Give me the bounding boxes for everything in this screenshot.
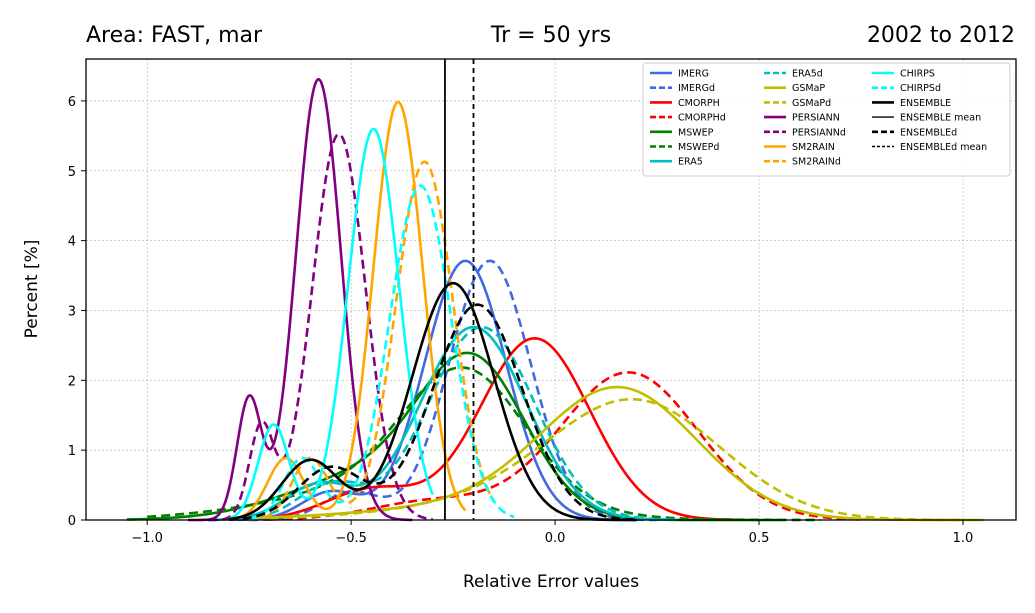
title-center: Tr = 50 yrs [490, 23, 611, 48]
legend-label: GSMaP [792, 83, 825, 94]
legend-label: PERSIANNd [792, 127, 846, 138]
legend-label: MSWEP [678, 127, 714, 138]
legend-label: GSMaPd [792, 98, 831, 109]
y-tick-label: 2 [68, 374, 76, 389]
y-axis-ticks: 0 1 2 3 4 5 6 [68, 95, 86, 529]
series-line-cmorph [269, 337, 739, 522]
legend-label: PERSIANN [792, 113, 840, 124]
series-line-sm2rain [228, 100, 467, 521]
legend-label: ENSEMBLE mean [900, 113, 981, 124]
legend-label: IMERGd [678, 83, 715, 94]
series-line-chirps [228, 127, 434, 520]
y-axis-label: Percent [%] [22, 240, 42, 339]
legend-label: SM2RAIN [792, 142, 835, 153]
x-tick-label: 0.0 [545, 531, 566, 546]
legend-label: ENSEMBLEd mean [900, 142, 987, 153]
legend-label: SM2RAINd [792, 157, 841, 168]
series-line-ensemble [228, 281, 637, 522]
series-line-persiannd [207, 132, 434, 522]
x-tick-label: 0.5 [749, 531, 770, 546]
series-line-sm2raind [248, 160, 496, 522]
legend-label: IMERG [678, 69, 709, 80]
y-tick-label: 1 [68, 444, 76, 459]
legend-label: ERA5d [792, 69, 823, 80]
legend: IMERG IMERGd CMORPH CMORPHd MSWEP MSWEPd ERA5 E… [642, 62, 1011, 177]
plot-frame [85, 58, 1017, 521]
legend-box [642, 62, 1011, 177]
x-tick-label: −0.5 [335, 531, 367, 546]
y-tick-label: 6 [68, 95, 76, 110]
y-tick-label: 5 [68, 165, 76, 180]
series-line-chirpsd [248, 184, 515, 521]
x-axis-label: Relative Error values [463, 572, 639, 592]
series-line-ensembled [228, 303, 637, 521]
series-line-persiann [187, 77, 413, 522]
legend-label: CHIRPS [900, 69, 935, 80]
x-axis-ticks: −1.0 −0.5 0.0 0.5 1.0 [131, 520, 973, 546]
title-right: 2002 to 2012 [867, 23, 1015, 48]
y-tick-label: 4 [68, 235, 76, 250]
legend-label: CMORPH [678, 98, 720, 109]
legend-label: CMORPHd [678, 113, 726, 124]
title-left: Area: FAST, mar [86, 23, 263, 48]
series-line-gsmapd [269, 397, 963, 522]
legend-label: ERA5 [678, 157, 703, 168]
series-line-mswepd [147, 366, 821, 522]
legend-label: MSWEPd [678, 142, 719, 153]
series-line-cmorphd [269, 371, 862, 521]
legend-label: ENSEMBLE [900, 98, 951, 109]
legend-label: ENSEMBLEd [900, 127, 957, 138]
mean-lines [444, 59, 475, 520]
series-line-imerg [236, 259, 637, 522]
x-tick-label: 1.0 [953, 531, 974, 546]
y-tick-label: 3 [68, 304, 76, 319]
y-tick-label: 0 [68, 514, 76, 529]
x-tick-label: −1.0 [131, 531, 163, 546]
series-line-era5d [228, 325, 678, 522]
legend-label: CHIRPSd [900, 83, 941, 94]
